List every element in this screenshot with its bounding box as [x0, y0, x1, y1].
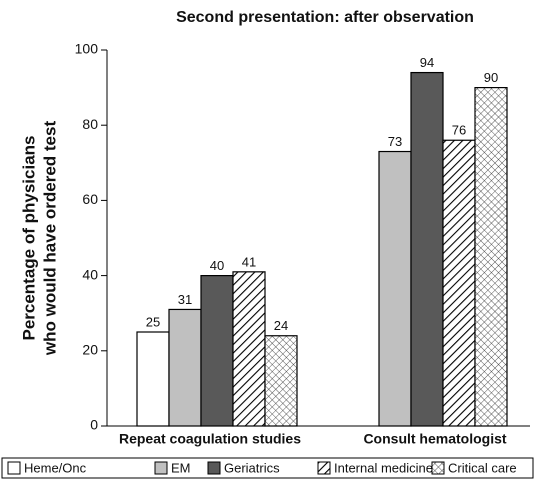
legend-swatch	[7, 461, 21, 475]
value-label: 76	[452, 123, 466, 138]
legend-swatch	[207, 461, 221, 475]
legend-swatch	[154, 461, 168, 475]
legend-label: Critical care	[448, 460, 517, 475]
legend-label: Heme/Onc	[24, 460, 87, 475]
value-label: 24	[274, 318, 288, 333]
value-label: 31	[178, 292, 192, 307]
legend-label: Internal medicine	[334, 460, 433, 475]
chart-title: Second presentation: after observation	[176, 9, 474, 26]
bar	[410, 71, 444, 427]
value-label: 40	[210, 258, 224, 273]
bar	[264, 335, 298, 427]
bar	[136, 331, 170, 427]
legend-label: Geriatrics	[224, 460, 280, 475]
bar	[232, 271, 266, 427]
value-label: 41	[242, 254, 256, 269]
y-tick-label: 80	[82, 116, 98, 132]
y-tick-label: 100	[75, 41, 99, 57]
value-label: 25	[146, 314, 160, 329]
value-label: 94	[420, 55, 434, 70]
legend-box	[1, 457, 534, 479]
bar	[378, 150, 412, 427]
x-tick-label: Consult hematologist	[363, 431, 506, 447]
legend-swatch	[317, 461, 331, 475]
bar	[474, 86, 508, 427]
y-axis-label: Percentage of physicians	[19, 135, 38, 340]
legend-swatch	[431, 461, 445, 475]
y-tick-label: 60	[82, 191, 98, 207]
legend-label: EM	[171, 460, 191, 475]
bar	[442, 139, 476, 427]
y-tick-label: 0	[90, 417, 98, 433]
bar	[168, 308, 202, 427]
y-tick-label: 40	[82, 266, 98, 282]
y-axis-label: who would have ordered test	[40, 121, 59, 357]
x-tick-label: Repeat coagulation studies	[119, 431, 301, 447]
value-label: 73	[388, 134, 402, 149]
y-tick-label: 20	[82, 342, 98, 358]
bar	[200, 275, 234, 427]
value-label: 90	[484, 70, 498, 85]
